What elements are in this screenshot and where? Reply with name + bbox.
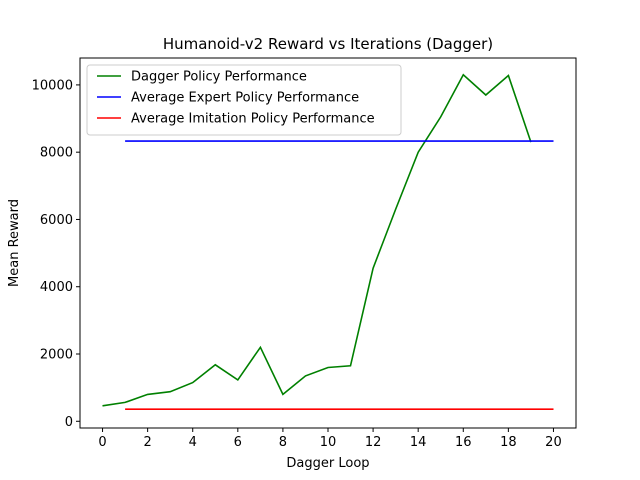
x-tick-label: 8 (279, 435, 287, 450)
x-tick-label: 6 (234, 435, 242, 450)
x-tick-label: 0 (98, 435, 106, 450)
x-tick-label: 12 (365, 435, 382, 450)
x-axis-label: Dagger Loop (286, 456, 369, 471)
x-tick-label: 18 (500, 435, 517, 450)
x-tick-label: 2 (143, 435, 151, 450)
y-tick-label: 2000 (40, 348, 73, 363)
x-tick-label: 4 (189, 435, 197, 450)
series-line-0 (102, 73, 532, 407)
x-tick-label: 14 (410, 435, 427, 450)
legend-label-2: Average Imitation Policy Performance (131, 112, 375, 127)
legend-box (86, 64, 402, 136)
plot-area (102, 73, 554, 411)
legend-label-1: Average Expert Policy Performance (131, 91, 359, 106)
legend: Dagger Policy Performance Average Expert … (86, 64, 402, 136)
x-axis: 0 2 4 6 8 10 12 14 16 18 20 (98, 428, 562, 450)
chart-title: Humanoid-v2 Reward vs Iterations (Dagger… (163, 35, 493, 53)
y-tick-label: 8000 (40, 146, 73, 161)
legend-label-0: Dagger Policy Performance (131, 70, 307, 85)
x-tick-label: 20 (545, 435, 562, 450)
y-axis: 0 2000 4000 6000 8000 10000 (32, 78, 80, 430)
y-tick-label: 10000 (32, 78, 73, 93)
y-tick-label: 4000 (40, 280, 73, 295)
y-tick-label: 0 (65, 415, 73, 430)
y-tick-label: 6000 (40, 213, 73, 228)
x-tick-label: 16 (455, 435, 472, 450)
x-tick-label: 10 (320, 435, 337, 450)
y-axis-label: Mean Reward (7, 199, 22, 287)
